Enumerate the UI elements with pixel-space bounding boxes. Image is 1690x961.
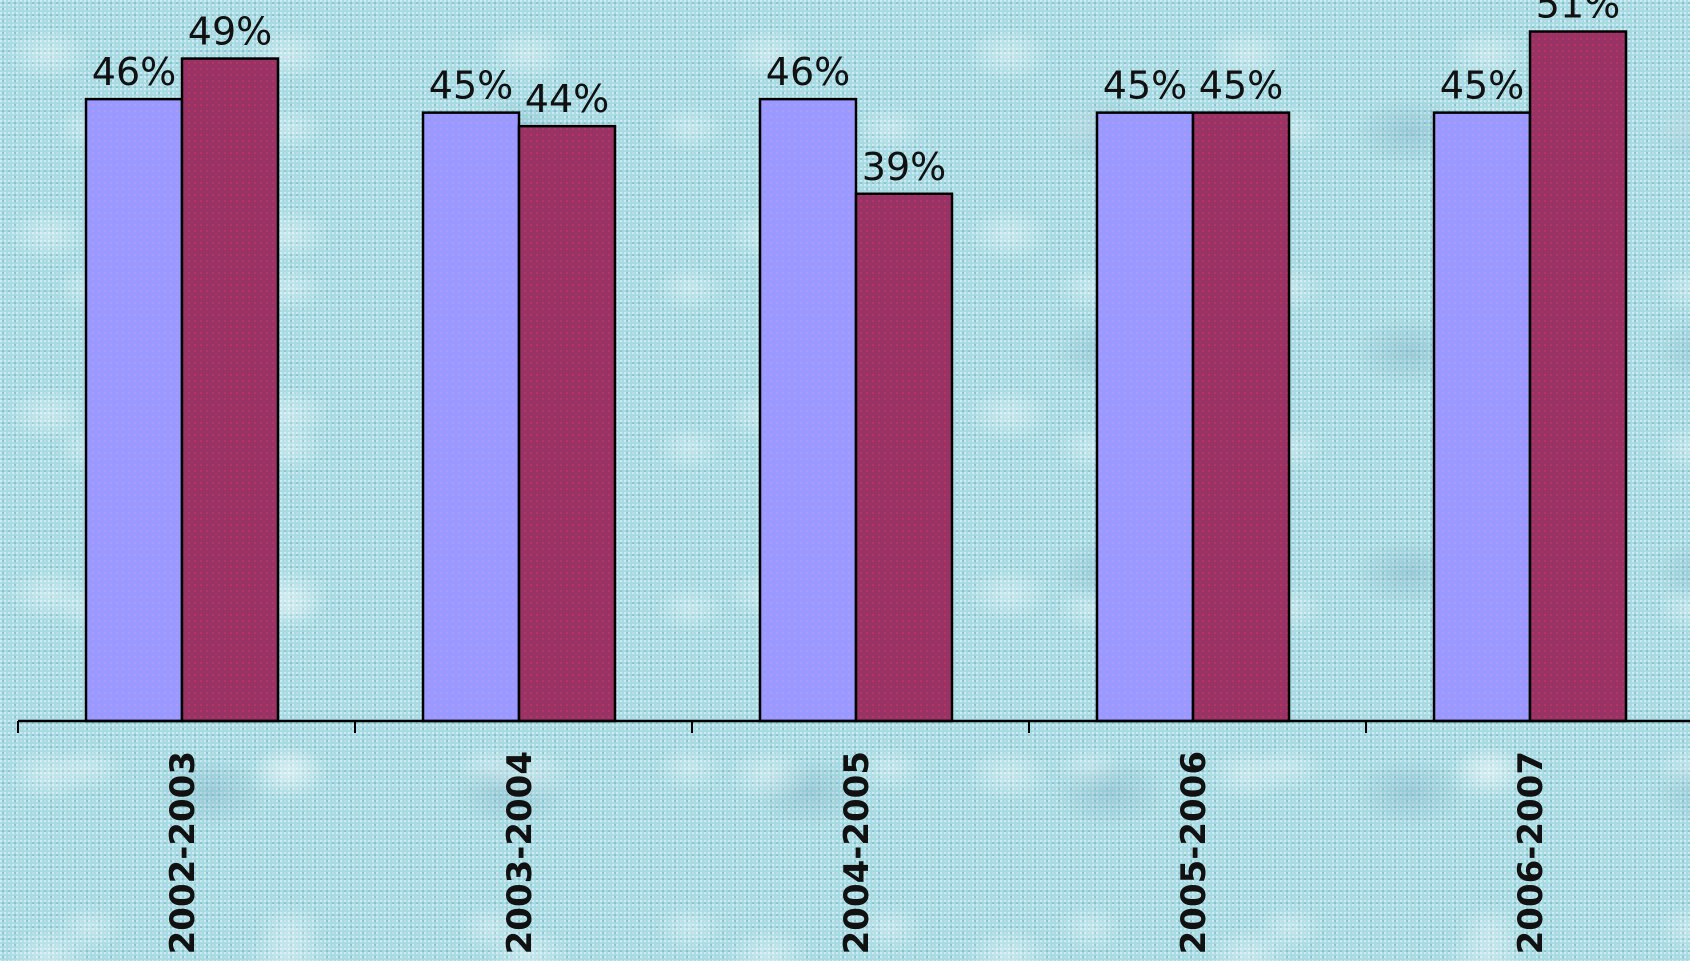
bar-series2-2002-2003 xyxy=(180,57,280,723)
value-label-series1-2002-2003: 46% xyxy=(92,50,176,94)
bar-series1-2005-2006 xyxy=(1095,111,1195,723)
category-label-2004-2005: 2004-2005 xyxy=(837,751,877,954)
value-label-series2-2004-2005: 39% xyxy=(862,145,946,189)
value-label-series2-2005-2006: 45% xyxy=(1199,64,1283,108)
category-label-2003-2004: 2003-2004 xyxy=(500,751,540,954)
category-label-2006-2007: 2006-2007 xyxy=(1511,751,1551,954)
bars-layer xyxy=(84,30,1628,723)
bar-series2-2005-2006 xyxy=(1191,111,1291,723)
bar-series1-2004-2005 xyxy=(758,97,858,723)
value-label-series1-2006-2007: 45% xyxy=(1440,64,1524,108)
bar-series1-2003-2004 xyxy=(421,111,521,723)
bar-series2-2006-2007 xyxy=(1528,30,1628,723)
value-label-series2-2002-2003: 49% xyxy=(188,10,272,54)
bar-series2-2003-2004 xyxy=(517,124,617,723)
x-axis xyxy=(17,719,1690,733)
value-label-series1-2005-2006: 45% xyxy=(1103,64,1187,108)
value-label-series1-2004-2005: 46% xyxy=(766,50,850,94)
category-label-2005-2006: 2005-2006 xyxy=(1174,751,1214,954)
bar-series1-2006-2007 xyxy=(1432,111,1532,723)
bar-series2-2004-2005 xyxy=(854,192,954,723)
value-label-series1-2003-2004: 45% xyxy=(429,64,513,108)
value-label-series2-2003-2004: 44% xyxy=(525,77,609,121)
bar-series1-2002-2003 xyxy=(84,97,184,723)
value-labels-layer: 46% 49% 45% 44% 46% 39% 45% 45% 45% 51% xyxy=(92,0,1620,189)
category-labels-layer: 2002-2003 2003-2004 2004-2005 2005-2006 2006… xyxy=(163,751,1551,954)
category-label-2002-2003: 2002-2003 xyxy=(163,751,203,954)
value-label-series2-2006-2007: 51% xyxy=(1536,0,1620,27)
